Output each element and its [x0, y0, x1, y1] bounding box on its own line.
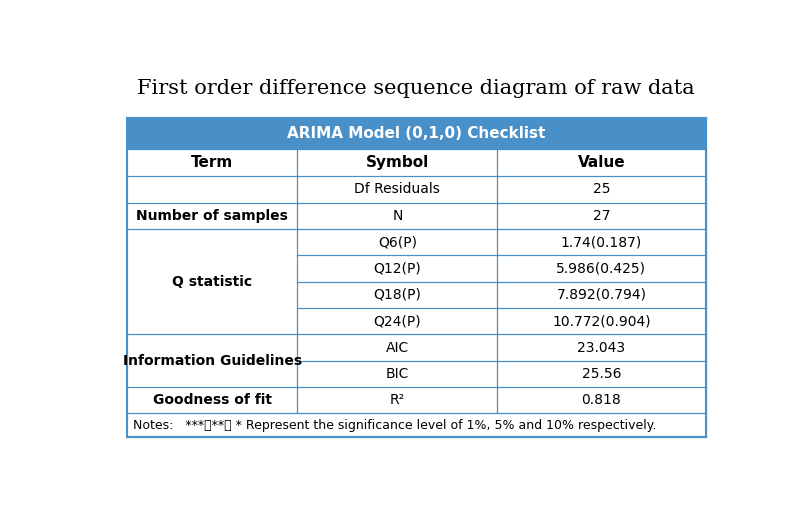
Text: 10.772(0.904): 10.772(0.904)	[551, 314, 650, 328]
Bar	[297, 361, 496, 387]
Bar	[297, 282, 496, 308]
Text: 0.818: 0.818	[581, 393, 620, 407]
Bar	[496, 176, 705, 203]
Bar	[496, 149, 705, 176]
Text: Information Guidelines: Information Guidelines	[122, 354, 301, 368]
Text: Notes:   ***、**、 * Represent the significance level of 1%, 5% and 10% respective: Notes: ***、**、 * Represent the significa…	[133, 419, 655, 432]
Bar	[127, 149, 297, 176]
Bar	[127, 229, 297, 334]
Text: 27: 27	[592, 209, 609, 223]
Bar	[297, 229, 496, 256]
Bar	[297, 308, 496, 334]
Text: AIC: AIC	[385, 340, 409, 355]
Text: N: N	[392, 209, 402, 223]
Text: First order difference sequence diagram of raw data: First order difference sequence diagram …	[137, 79, 694, 98]
Bar	[127, 203, 297, 229]
Text: Q18(P): Q18(P)	[373, 288, 421, 302]
Bar	[127, 387, 297, 413]
Text: Q statistic: Q statistic	[172, 275, 252, 289]
Text: Q6(P): Q6(P)	[377, 235, 416, 249]
Text: ARIMA Model (0,1,0) Checklist: ARIMA Model (0,1,0) Checklist	[286, 126, 545, 141]
Text: R²: R²	[389, 393, 405, 407]
Bar	[297, 176, 496, 203]
Text: 1.74(0.187): 1.74(0.187)	[560, 235, 642, 249]
Text: Symbol: Symbol	[365, 155, 428, 170]
Bar	[496, 256, 705, 282]
Bar	[127, 334, 297, 387]
Bar	[496, 229, 705, 256]
Bar	[297, 149, 496, 176]
Bar	[496, 361, 705, 387]
Text: Value: Value	[577, 155, 624, 170]
Bar	[127, 119, 705, 149]
Text: BIC: BIC	[385, 367, 409, 381]
Bar	[297, 387, 496, 413]
Text: Q24(P): Q24(P)	[373, 314, 421, 328]
Bar	[127, 413, 705, 437]
Bar	[127, 176, 297, 203]
Bar	[496, 282, 705, 308]
Text: Df Residuals: Df Residuals	[354, 182, 440, 197]
Text: 23.043: 23.043	[577, 340, 624, 355]
Bar	[297, 203, 496, 229]
Bar	[496, 334, 705, 361]
Text: Number of samples: Number of samples	[136, 209, 288, 223]
Text: Term: Term	[191, 155, 233, 170]
Text: 25.56: 25.56	[581, 367, 620, 381]
Bar	[496, 203, 705, 229]
Text: 7.892(0.794): 7.892(0.794)	[556, 288, 646, 302]
Text: Q12(P): Q12(P)	[373, 262, 421, 275]
Bar	[496, 308, 705, 334]
Bar	[496, 387, 705, 413]
Bar	[297, 256, 496, 282]
Text: 5.986(0.425): 5.986(0.425)	[556, 262, 646, 275]
Text: 25: 25	[592, 182, 609, 197]
Bar	[297, 334, 496, 361]
Text: Goodness of fit: Goodness of fit	[152, 393, 271, 407]
